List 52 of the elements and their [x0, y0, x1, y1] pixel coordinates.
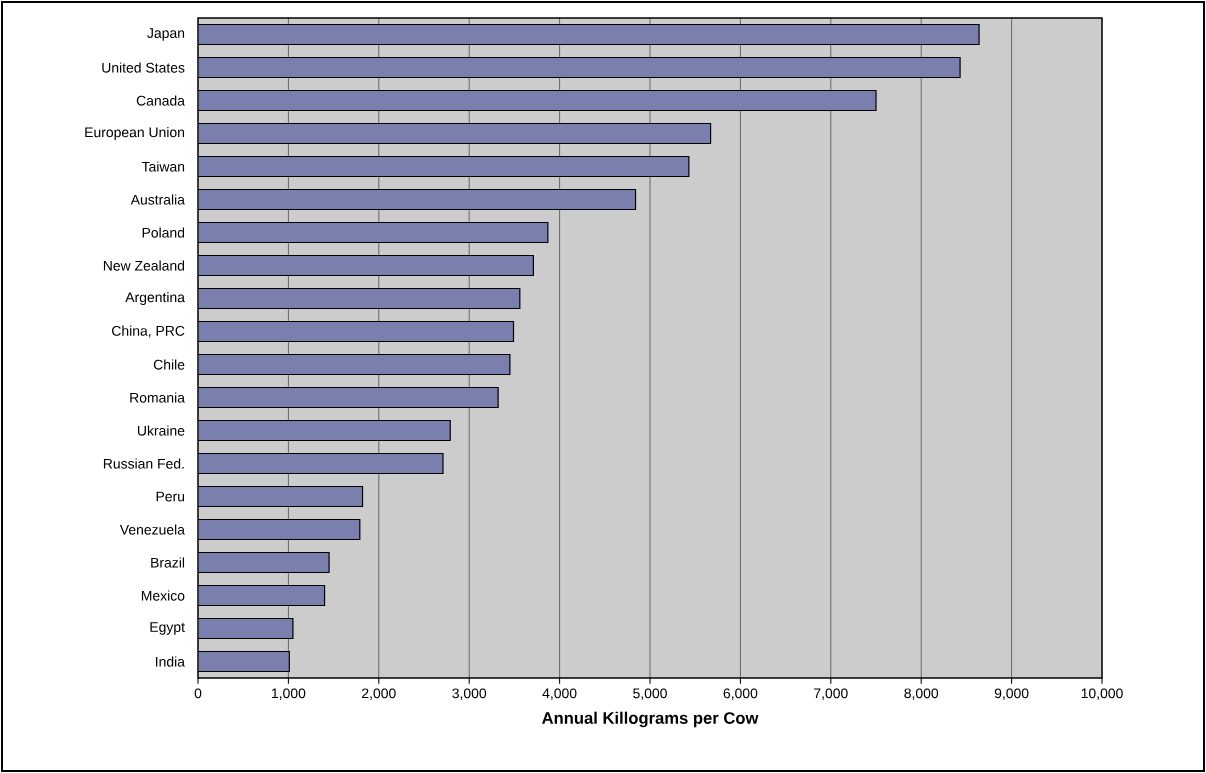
bar: [198, 188, 637, 211]
y-tick-label: Ukraine: [138, 425, 185, 436]
bar: [198, 551, 330, 574]
y-tick-label: Peru: [156, 491, 185, 502]
y-tick-label: United States: [102, 62, 185, 73]
x-tick-label: 7,000: [814, 688, 848, 700]
x-tick-label: 5,000: [633, 688, 667, 700]
bar: [198, 287, 521, 310]
bar: [198, 419, 451, 442]
bar: [198, 485, 364, 508]
y-tick-label: Venezuela: [119, 524, 185, 535]
bar: [198, 353, 511, 376]
bar: [198, 254, 534, 277]
bar: [198, 221, 549, 244]
x-axis-title: Annual Killograms per Cow: [542, 711, 759, 728]
bar: [198, 650, 290, 673]
y-tick-label: Romania: [130, 392, 185, 403]
y-tick-label: India: [156, 656, 185, 667]
x-tick-label: 9,000: [994, 688, 1029, 700]
bar: [198, 56, 961, 79]
bar: [198, 155, 690, 178]
y-tick-label: Canada: [136, 95, 185, 106]
bar: [198, 452, 444, 475]
y-tick-label: Poland: [142, 227, 185, 238]
bar: [198, 584, 326, 607]
bar: [198, 386, 499, 409]
y-tick-label: Australia: [130, 194, 185, 205]
x-tick-label: 6,000: [723, 688, 758, 700]
x-tick-label: 8,000: [904, 688, 939, 700]
y-tick-label: Russian Fed.: [103, 458, 184, 469]
y-tick-label: European Union: [85, 127, 185, 141]
x-tick-label: 10,000: [1081, 688, 1123, 700]
y-tick-label: China, PRC: [112, 325, 185, 338]
y-tick-label: Mexico: [141, 590, 185, 601]
bar: [198, 23, 980, 46]
y-tick-label: New Zealand: [103, 260, 185, 271]
x-tick-label: 3,000: [452, 688, 487, 700]
x-tick-label: 4,000: [542, 688, 577, 700]
x-tick-label: 0: [194, 688, 202, 699]
bar: [198, 122, 712, 145]
bar: [198, 89, 877, 112]
x-tick-label: 1,000: [272, 688, 306, 700]
y-tick-label: Brazil: [151, 557, 185, 568]
y-tick-label: Argentina: [125, 292, 185, 306]
bar: [198, 518, 361, 541]
x-tick-label: 2,000: [362, 688, 396, 700]
bar: [198, 320, 515, 343]
y-tick-label: Japan: [147, 28, 185, 41]
bar: [198, 617, 294, 640]
y-tick-label: Egypt: [150, 622, 185, 635]
y-tick-label: Chile: [153, 359, 185, 370]
y-tick-label: Taiwan: [141, 161, 185, 172]
